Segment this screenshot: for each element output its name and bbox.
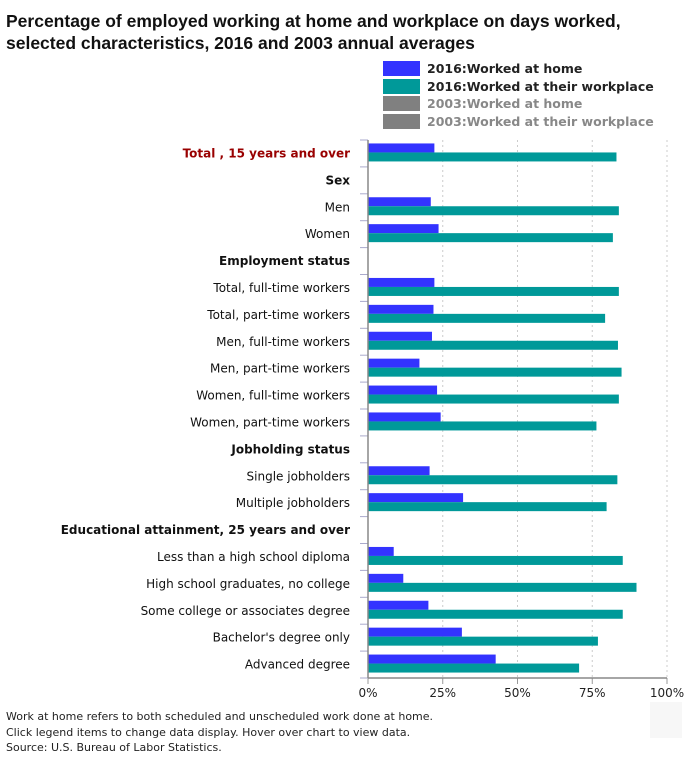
- category-label: Less than a high school diploma: [157, 550, 350, 564]
- bar-worked-at-home[interactable]: [368, 331, 432, 341]
- plot-area[interactable]: 0% 25% 50% 75% 100% Total , 15 years and over…: [0, 0, 694, 700]
- category-label: Some college or associates degree: [141, 604, 350, 618]
- legend-swatch: [383, 61, 420, 77]
- x-tick-label: 0%: [358, 686, 377, 700]
- bar-worked-at-workplace[interactable]: [368, 233, 613, 243]
- bar-worked-at-workplace[interactable]: [368, 394, 619, 404]
- bar-worked-at-workplace[interactable]: [368, 555, 623, 565]
- bar-worked-at-workplace[interactable]: [368, 367, 622, 377]
- legend-label: 2016:Worked at home: [427, 61, 583, 77]
- category-label: Total, full-time workers: [212, 281, 350, 295]
- corner-panel: [650, 702, 682, 738]
- category-label: High school graduates, no college: [146, 577, 350, 591]
- category-label: Men, full-time workers: [216, 335, 350, 349]
- legend-label: 2016:Worked at their workplace: [427, 78, 654, 94]
- category-label: Single jobholders: [247, 469, 350, 483]
- bar-worked-at-home[interactable]: [368, 197, 431, 207]
- bar-worked-at-home[interactable]: [368, 358, 420, 368]
- bar-worked-at-workplace[interactable]: [368, 421, 597, 431]
- chart-title: Percentage of employed working at home a…: [6, 11, 621, 53]
- legend: 2016:Worked at home 2016:Worked at their…: [383, 60, 654, 130]
- bar-worked-at-workplace[interactable]: [368, 206, 619, 216]
- category-label: Men, part-time workers: [210, 362, 350, 376]
- bar-worked-at-home[interactable]: [368, 224, 439, 234]
- category-label: Women, full-time workers: [196, 389, 350, 403]
- footnote-line: Click legend items to change data displa…: [6, 725, 411, 739]
- bar-worked-at-home[interactable]: [368, 412, 441, 422]
- legend-swatch: [383, 96, 420, 112]
- bar-worked-at-home[interactable]: [368, 546, 394, 556]
- category-label: Bachelor's degree only: [213, 631, 350, 645]
- bar-worked-at-workplace[interactable]: [368, 663, 580, 673]
- legend-item-2016-home[interactable]: 2016:Worked at home: [383, 60, 654, 78]
- category-label: Educational attainment, 25 years and ove…: [61, 523, 350, 537]
- bar-worked-at-home[interactable]: [368, 627, 462, 637]
- category-label: Men: [325, 200, 350, 214]
- bar-worked-at-workplace[interactable]: [368, 609, 623, 619]
- category-label: Employment status: [219, 254, 350, 268]
- legend-label: 2003:Worked at their workplace: [427, 113, 654, 129]
- legend-swatch: [383, 78, 420, 94]
- category-label: Total , 15 years and over: [183, 146, 350, 160]
- bar-worked-at-workplace[interactable]: [368, 582, 637, 592]
- footnote-line: Work at home refers to both scheduled an…: [6, 710, 434, 723]
- bar-worked-at-home[interactable]: [368, 277, 435, 287]
- category-label: Women: [305, 227, 350, 241]
- bar-worked-at-home[interactable]: [368, 385, 438, 395]
- bar-worked-at-workplace[interactable]: [368, 475, 618, 485]
- x-tick-label: 50%: [504, 686, 531, 700]
- bar-worked-at-home[interactable]: [368, 600, 429, 610]
- bar-worked-at-home[interactable]: [368, 493, 464, 503]
- bar-worked-at-workplace[interactable]: [368, 313, 606, 323]
- legend-item-2003-home[interactable]: 2003:Worked at home: [383, 95, 654, 113]
- bar-worked-at-workplace[interactable]: [368, 502, 607, 512]
- bar-worked-at-home[interactable]: [368, 143, 435, 153]
- category-label: Jobholding status: [230, 442, 350, 456]
- bar-worked-at-workplace[interactable]: [368, 286, 619, 296]
- x-tick-label: 75%: [579, 686, 606, 700]
- legend-item-2016-workplace[interactable]: 2016:Worked at their workplace: [383, 78, 654, 96]
- footnote: Work at home refers to both scheduled an…: [6, 709, 433, 756]
- x-tick-label: 100%: [650, 686, 684, 700]
- bar-worked-at-home[interactable]: [368, 573, 404, 583]
- bar-worked-at-home[interactable]: [368, 654, 496, 664]
- x-tick-label: 25%: [429, 686, 456, 700]
- legend-swatch: [383, 113, 420, 129]
- bar-worked-at-workplace[interactable]: [368, 152, 617, 162]
- category-label: Multiple jobholders: [236, 496, 350, 510]
- bar-worked-at-workplace[interactable]: [368, 340, 618, 350]
- legend-item-2003-workplace[interactable]: 2003:Worked at their workplace: [383, 113, 654, 131]
- category-label: Women, part-time workers: [190, 415, 350, 429]
- footnote-line: Source: U.S. Bureau of Labor Statistics.: [6, 741, 222, 754]
- category-label: Sex: [325, 173, 350, 187]
- category-label: Advanced degree: [245, 658, 350, 672]
- category-label: Total, part-time workers: [206, 308, 350, 322]
- legend-label: 2003:Worked at home: [427, 96, 583, 112]
- bar-worked-at-home[interactable]: [368, 466, 430, 476]
- bar-worked-at-workplace[interactable]: [368, 636, 598, 646]
- bar-worked-at-home[interactable]: [368, 304, 434, 314]
